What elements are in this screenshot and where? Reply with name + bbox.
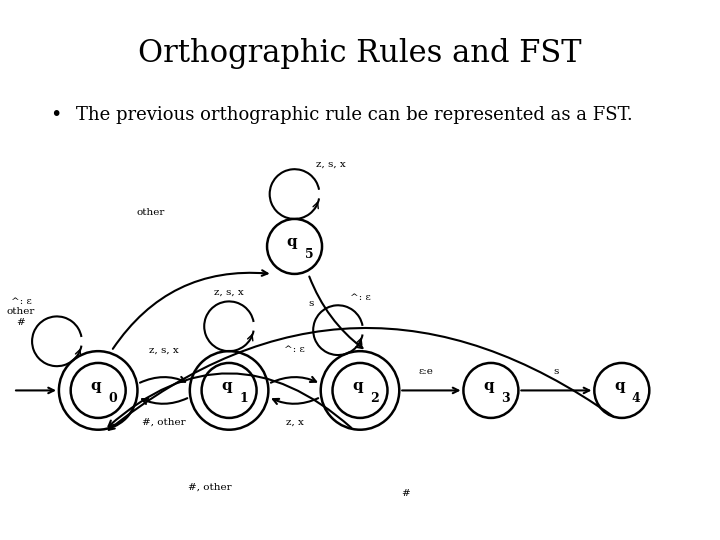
Text: q: q <box>287 235 297 249</box>
Text: 5: 5 <box>305 248 313 261</box>
Text: ε:e: ε:e <box>418 367 433 376</box>
Text: s: s <box>554 367 559 376</box>
Text: #: # <box>402 489 410 498</box>
Text: q: q <box>352 379 363 393</box>
Text: 2: 2 <box>370 392 379 405</box>
Text: #, other: #, other <box>188 483 231 492</box>
Text: •: • <box>50 105 62 124</box>
Text: q: q <box>483 379 494 393</box>
Text: ^: ε: ^: ε <box>350 293 371 302</box>
Text: z, s, x: z, s, x <box>315 160 346 169</box>
Text: #, other: #, other <box>142 417 186 427</box>
Text: ^: ε: ^: ε <box>284 346 305 354</box>
Text: q: q <box>221 379 232 393</box>
Text: other: other <box>136 208 165 217</box>
Text: q: q <box>614 379 624 393</box>
Text: s: s <box>308 300 313 308</box>
Text: ^: ε
other
#: ^: ε other # <box>6 297 35 327</box>
Text: 0: 0 <box>108 392 117 405</box>
Text: 4: 4 <box>632 392 641 405</box>
Text: z, x: z, x <box>286 417 304 427</box>
Text: q: q <box>90 379 101 393</box>
Text: The previous orthographic rule can be represented as a FST.: The previous orthographic rule can be re… <box>76 106 632 124</box>
Text: 3: 3 <box>501 392 510 405</box>
Text: Orthographic Rules and FST: Orthographic Rules and FST <box>138 38 582 69</box>
Text: z, s, x: z, s, x <box>215 288 244 297</box>
Text: 1: 1 <box>239 392 248 405</box>
Text: z, s, x: z, s, x <box>149 346 179 354</box>
